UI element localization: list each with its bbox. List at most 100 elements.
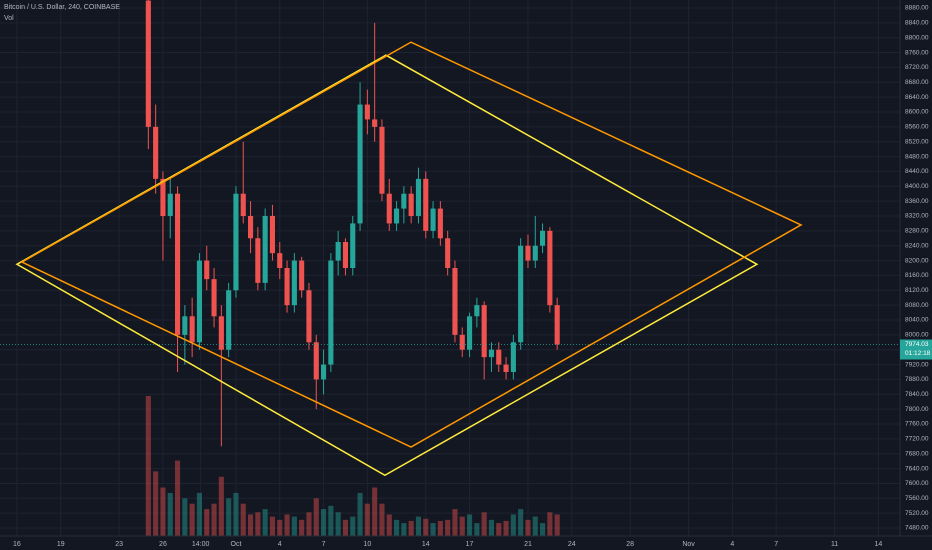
candle-body <box>153 126 159 179</box>
y-tick-label: 7800.00 <box>905 406 929 413</box>
volume-bar <box>394 519 400 536</box>
y-tick-label: 8800.00 <box>905 34 929 41</box>
volume-bar <box>182 498 188 536</box>
y-tick-label: 8280.00 <box>905 228 929 235</box>
x-tick-label: 7 <box>774 541 778 548</box>
candle-body <box>540 230 546 246</box>
candle-body <box>182 316 188 335</box>
countdown-label: 01:12:18 <box>905 350 931 357</box>
x-tick-label: 17 <box>466 541 474 548</box>
volume-bar <box>372 487 378 536</box>
volume-bar <box>488 519 495 536</box>
volume-bar <box>255 512 261 536</box>
volume-bar <box>196 492 203 536</box>
candle-body <box>481 305 487 358</box>
volume-layer <box>145 396 560 536</box>
y-tick-label: 8120.00 <box>905 287 929 294</box>
x-tick-label: Oct <box>231 541 242 548</box>
y-tick-label: 8000.00 <box>905 332 929 339</box>
volume-bar <box>233 492 239 536</box>
candle-body <box>204 260 210 280</box>
x-tick-label: 16 <box>13 541 21 548</box>
x-tick-label: 24 <box>568 541 576 548</box>
candle-body <box>452 268 458 335</box>
grid <box>0 0 900 536</box>
y-tick-label: 7480.00 <box>905 525 929 532</box>
volume-bar <box>540 523 546 536</box>
candle-body <box>218 316 224 350</box>
candle-body <box>233 193 239 291</box>
y-tick-label: 7520.00 <box>905 510 929 517</box>
volume-bar <box>284 514 290 536</box>
candle-body <box>284 268 290 306</box>
y-tick-label: 8720.00 <box>905 64 929 71</box>
candle-body <box>189 316 195 343</box>
volume-bar <box>269 516 276 536</box>
x-tick-label: 14 <box>874 541 882 548</box>
candle-body <box>532 245 538 261</box>
candle-body <box>255 238 261 283</box>
candle-body <box>415 178 422 216</box>
y-tick-label: 7720.00 <box>905 436 929 443</box>
volume-bar <box>306 512 312 536</box>
candle-body <box>386 193 392 224</box>
volume-bar <box>357 492 363 536</box>
candle-body <box>277 253 283 268</box>
candle-body <box>226 290 232 350</box>
candle-body <box>547 230 553 306</box>
candle-body <box>196 260 203 343</box>
candle-body <box>437 208 443 239</box>
volume-bar <box>474 523 480 536</box>
candle-body <box>321 364 327 380</box>
x-tick-label: 14 <box>422 541 430 548</box>
volume-bar <box>226 498 232 536</box>
volume-bar <box>496 523 502 536</box>
candle-body <box>459 334 465 350</box>
candle-body <box>394 208 400 224</box>
candle-body <box>554 305 560 345</box>
candle-body <box>445 238 451 268</box>
volume-bar <box>218 476 224 536</box>
volume-bar <box>145 396 151 536</box>
indicator-label: Vol <box>4 15 14 22</box>
x-tick-label: 10 <box>363 541 371 548</box>
axis-layer: 7480.00 7520.00 7560.00 7600.00 7640.00 7680.… <box>13 5 932 548</box>
x-tick-label: 11 <box>831 541 838 548</box>
volume-bar <box>532 516 538 536</box>
candle-layer <box>0 0 900 447</box>
volume-bar <box>401 523 407 536</box>
candle-body <box>335 241 341 261</box>
x-tick-label: 4 <box>278 541 282 548</box>
volume-bar <box>313 498 319 536</box>
y-tick-label: 8600.00 <box>905 109 929 116</box>
candle-body <box>496 349 502 365</box>
y-tick-label: 8880.00 <box>905 5 929 12</box>
y-tick-label: 7760.00 <box>905 421 929 428</box>
volume-bar <box>503 520 509 536</box>
candle-body <box>357 104 363 224</box>
price-axis <box>900 0 932 550</box>
x-tick-label: 28 <box>626 541 634 548</box>
candle-body <box>145 0 151 127</box>
volume-bar <box>335 512 341 536</box>
x-tick-label: 26 <box>159 541 167 548</box>
y-tick-label: 7920.00 <box>905 361 929 368</box>
volume-bar <box>240 503 246 536</box>
volume-bar <box>554 514 560 536</box>
volume-bar <box>467 514 473 536</box>
volume-bar <box>291 516 297 536</box>
volume-bar <box>547 512 553 536</box>
y-tick-label: 7880.00 <box>905 376 929 383</box>
y-tick-label: 7840.00 <box>905 391 929 398</box>
candle-body <box>262 215 268 283</box>
candle-body <box>342 241 349 268</box>
y-tick-label: 8200.00 <box>905 257 929 264</box>
trend-diamond <box>20 41 803 448</box>
y-tick-label: 7600.00 <box>905 480 929 487</box>
candle-body <box>313 342 319 380</box>
candle-body <box>467 316 473 350</box>
candle-body <box>525 245 531 261</box>
candle-body <box>174 193 181 335</box>
x-tick-label: Nov <box>682 541 695 548</box>
volume-bar <box>160 487 166 536</box>
